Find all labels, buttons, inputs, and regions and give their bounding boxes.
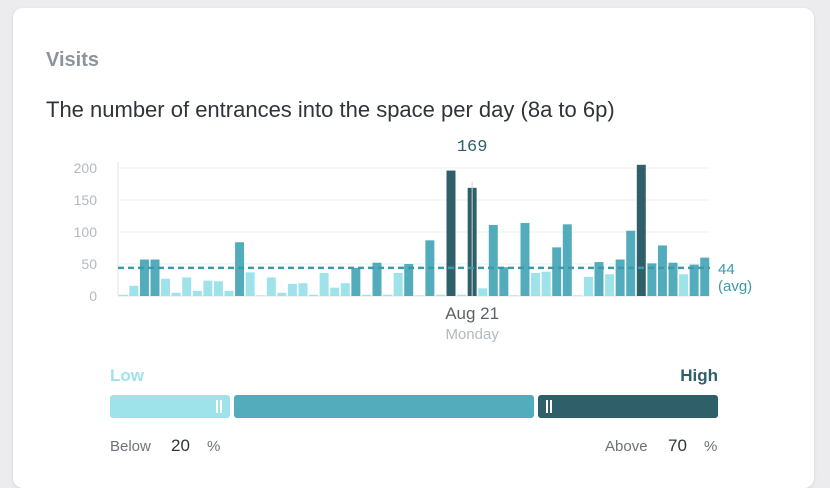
visits-chart[interactable]: 0 50 100 150 200 169 Aug 21 Monday 44(avg)	[13, 8, 814, 353]
chart-bars	[118, 164, 710, 296]
bar[interactable]	[689, 264, 699, 296]
bar[interactable]	[361, 294, 371, 296]
bar[interactable]	[446, 170, 456, 296]
bar[interactable]	[182, 277, 192, 296]
bar[interactable]	[192, 290, 202, 296]
above-unit: %	[704, 438, 718, 455]
low-slider-handle[interactable]	[216, 400, 218, 413]
low-slider-handle-grip[interactable]	[220, 400, 222, 413]
bar[interactable]	[383, 294, 393, 296]
bar[interactable]	[679, 274, 689, 296]
bar[interactable]	[457, 294, 467, 296]
bar[interactable]	[509, 295, 519, 296]
bar[interactable]	[552, 247, 562, 296]
below-label: Below	[110, 438, 151, 455]
bar[interactable]	[520, 223, 530, 296]
bar[interactable]	[161, 278, 171, 296]
mid-range-bar	[234, 395, 534, 418]
bar[interactable]	[647, 263, 657, 296]
bar[interactable]	[636, 164, 646, 296]
bar[interactable]	[583, 276, 593, 296]
above-label: Above	[605, 438, 648, 455]
high-range-bar	[538, 395, 718, 418]
bar[interactable]	[414, 295, 424, 296]
bar[interactable]	[298, 283, 308, 296]
bar[interactable]	[139, 259, 149, 296]
bar[interactable]	[615, 259, 625, 296]
bar[interactable]	[562, 224, 572, 296]
y-tick-label: 200	[74, 160, 98, 176]
high-slider-handle[interactable]	[546, 400, 548, 413]
bar[interactable]	[372, 262, 382, 296]
bar[interactable]	[203, 280, 213, 296]
chart-overlay: 169 Aug 21 Monday 44(avg)	[118, 138, 752, 343]
bar[interactable]	[330, 287, 340, 296]
bar[interactable]	[499, 267, 509, 296]
y-tick-label: 150	[74, 192, 98, 208]
bar[interactable]	[594, 262, 604, 296]
bar[interactable]	[478, 288, 488, 296]
y-tick-label: 50	[81, 256, 97, 272]
bar[interactable]	[129, 285, 139, 296]
bar[interactable]	[488, 224, 498, 296]
bar[interactable]	[657, 245, 667, 296]
bar[interactable]	[626, 230, 636, 296]
low-range-bar	[110, 395, 230, 418]
below-unit: %	[207, 438, 221, 455]
chart-subtitle: The number of entrances into the space p…	[46, 97, 615, 122]
bar[interactable]	[340, 283, 350, 296]
card-title: Visits	[46, 49, 99, 71]
visits-card: Visits The number of entrances into the …	[13, 8, 814, 488]
y-tick-label: 100	[74, 224, 98, 240]
highlight-date: Aug 21	[445, 304, 499, 323]
y-tick-label: 0	[89, 288, 97, 304]
bar[interactable]	[435, 294, 445, 296]
legend-high-label: High	[680, 366, 718, 385]
bar[interactable]	[287, 283, 297, 296]
above-value[interactable]: 70	[668, 436, 687, 455]
bar[interactable]	[605, 274, 615, 296]
bar[interactable]	[404, 264, 414, 296]
bar[interactable]	[256, 295, 266, 296]
bar[interactable]	[245, 272, 255, 296]
below-value[interactable]: 20	[171, 436, 190, 455]
bar[interactable]	[700, 257, 710, 296]
y-axis: 0 50 100 150 200	[74, 160, 119, 304]
average-label: (avg)	[718, 278, 752, 295]
bar[interactable]	[266, 277, 276, 296]
bar[interactable]	[213, 281, 223, 296]
bar[interactable]	[573, 295, 583, 296]
highlight-day: Monday	[445, 326, 499, 343]
bar[interactable]	[277, 292, 287, 296]
highlight-value: 169	[457, 138, 488, 157]
bar[interactable]	[224, 290, 234, 296]
bar[interactable]	[541, 271, 551, 296]
bar[interactable]	[668, 262, 678, 296]
high-slider-handle-grip[interactable]	[550, 400, 552, 413]
legend-low-label: Low	[110, 366, 144, 385]
bar[interactable]	[351, 267, 361, 296]
bar[interactable]	[118, 294, 128, 296]
average-value: 44	[718, 261, 735, 278]
bar[interactable]	[235, 242, 245, 296]
bar[interactable]	[319, 272, 329, 296]
bar[interactable]	[531, 272, 541, 296]
bar[interactable]	[150, 259, 160, 296]
bar[interactable]	[393, 272, 403, 296]
bar[interactable]	[309, 294, 319, 296]
bar[interactable]	[171, 292, 181, 296]
